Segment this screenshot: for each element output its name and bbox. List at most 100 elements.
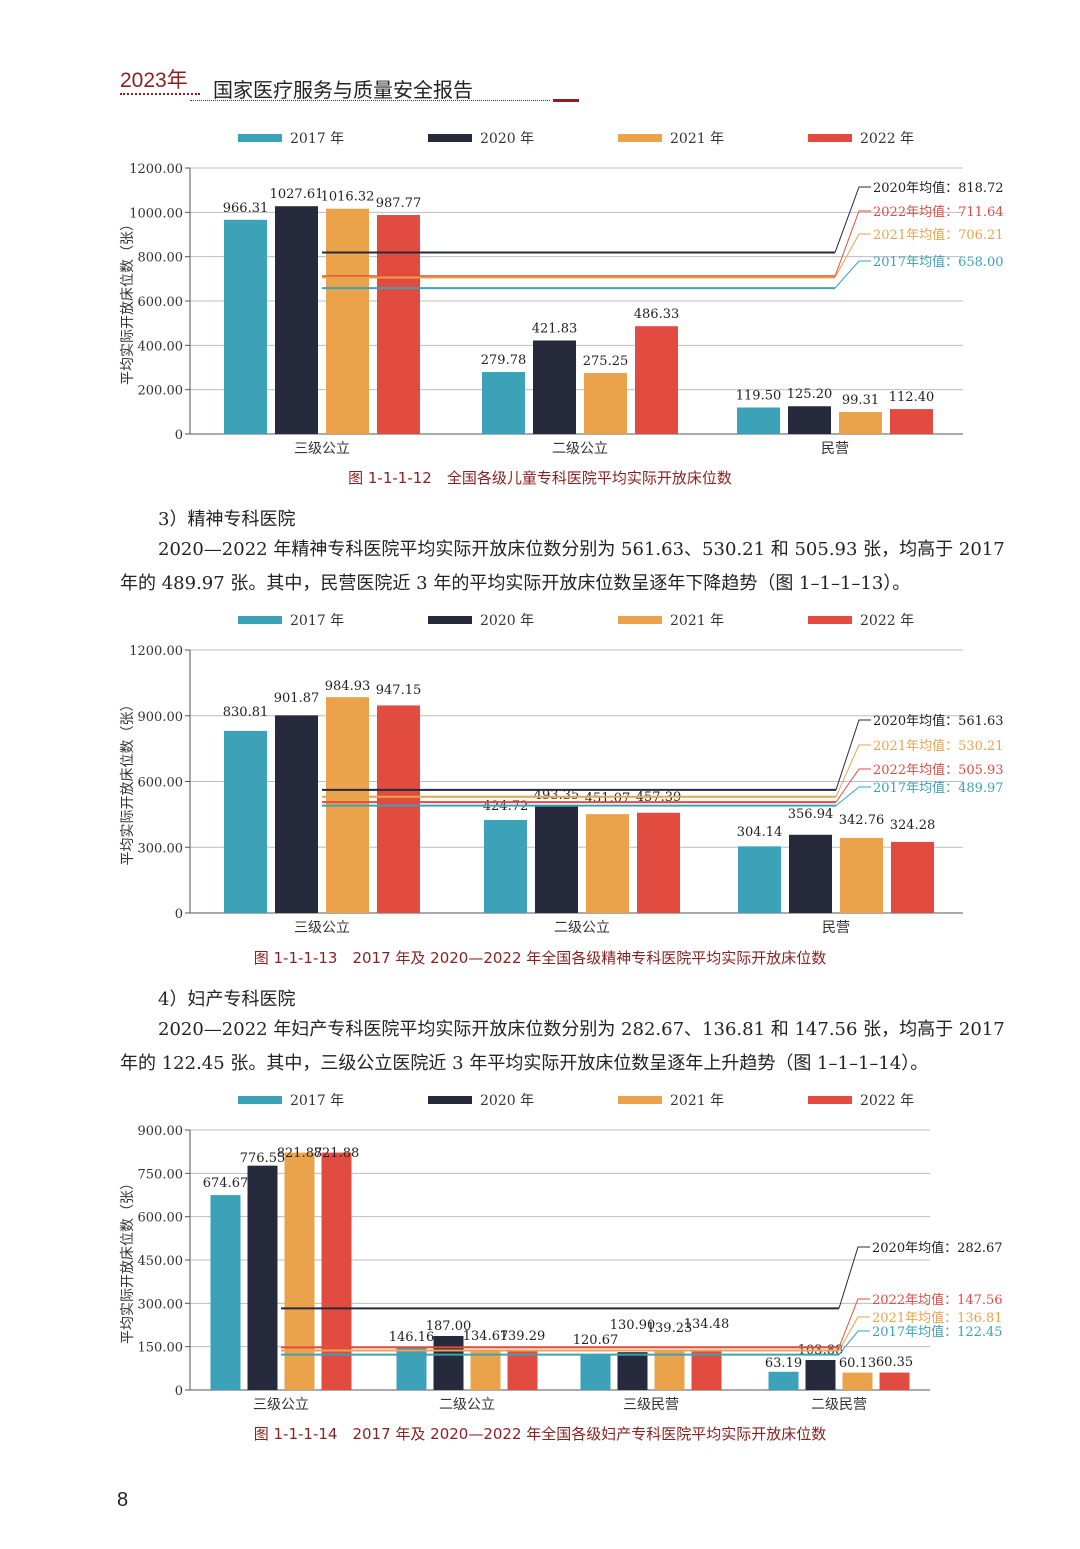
legend-swatch [238,1096,282,1104]
bar [377,705,420,913]
data-label: 112.40 [889,390,935,405]
y-tick-label: 800.00 [138,251,184,266]
average-leader [834,210,871,277]
average-label: 2022年均值：147.56 [872,1292,1003,1308]
legend-swatch [808,1096,852,1104]
data-label: 987.77 [376,196,422,211]
data-label: 304.14 [737,825,783,840]
data-label: 187.00 [426,1319,472,1334]
average-label: 2022年均值：505.93 [873,762,1004,778]
data-label: 99.31 [842,393,879,408]
data-label: 324.28 [890,818,936,833]
bar [635,326,678,434]
bar [891,841,934,913]
data-label: 342.76 [839,813,885,828]
data-label: 60.35 [876,1355,913,1370]
section-heading: 4）妇产专科医院 [158,989,296,1010]
average-leader [838,1298,870,1348]
data-label: 63.19 [765,1356,802,1371]
bar [890,409,933,434]
y-tick-label: 0 [175,907,183,922]
bar [433,1335,464,1390]
data-label: 674.67 [203,1176,249,1191]
average-leader [834,233,871,278]
bar [617,1352,648,1390]
section-paragraph: 2020—2022 年妇产专科医院平均实际开放床位数分别为 282.67、136… [120,1019,1005,1074]
y-tick-label: 0 [175,1384,183,1399]
bar [654,1349,685,1390]
legend-swatch [618,134,662,142]
average-leader [838,1316,870,1351]
legend-swatch [428,134,472,142]
bar [580,1355,611,1390]
figure-caption: 图 1-1-1-12 全国各级儿童专科医院平均实际开放床位数 [348,469,732,487]
y-tick-label: 1000.00 [129,206,183,221]
bar [840,837,883,913]
legend-swatch [428,1096,472,1104]
bar [210,1195,241,1390]
data-label: 984.93 [325,679,371,694]
average-leader [835,786,871,807]
bar [637,812,680,913]
x-tick-label: 民营 [822,920,850,936]
bar [377,215,420,434]
data-label: 146.16 [389,1330,435,1345]
legend-label: 2020 年 [480,131,534,147]
legend-label: 2022 年 [860,131,914,147]
chart-psychiatric-hospital-beds: 2017 年 2020 年 2021 年 2022 年 0 300.00 600.00 900… [0,602,1080,942]
bar [789,834,832,913]
bar [805,1359,836,1390]
average-label: 2021年均值：530.21 [873,738,1004,754]
header-title: 国家医疗服务与质量安全报告 [213,78,473,102]
y-tick-label: 600.00 [138,1211,184,1226]
bar [584,372,627,434]
chart-children-hospital-beds: 2017 年 2020 年 2021 年 2022 年 0 200.00 400.00 600… [0,118,1080,463]
bar [247,1165,278,1390]
bar [275,206,318,434]
average-label: 2022年均值：711.64 [873,204,1004,220]
legend-swatch [238,616,282,624]
data-label: 1016.32 [321,190,375,205]
header-rule [190,100,550,101]
y-tick-label: 200.00 [138,384,184,399]
bar [535,804,578,913]
bar [224,730,267,913]
bar [275,715,318,913]
average-leader [835,744,871,797]
data-label: 60.13 [839,1356,876,1371]
data-label: 356.94 [788,807,834,822]
average-label: 2021年均值：706.21 [873,227,1004,243]
header-year: 2023年 [120,69,188,92]
data-label: 139.23 [647,1321,693,1336]
data-label: 125.20 [787,387,833,402]
x-tick-label: 三级公立 [294,441,350,457]
bar [586,814,629,913]
average-label: 2017年均值：122.45 [872,1324,1003,1340]
x-tick-label: 三级公立 [253,1397,309,1413]
data-label: 275.25 [583,354,629,369]
header-accent-bar [553,99,579,102]
y-tick-label: 750.00 [138,1167,184,1182]
y-tick-label: 600.00 [138,295,184,310]
bar [839,411,882,434]
y-tick-label: 400.00 [138,339,184,354]
y-axis-title: 平均实际开放床位数（张） [120,1176,136,1344]
data-label: 134.48 [684,1317,730,1332]
data-label: 776.55 [240,1151,286,1166]
x-tick-label: 二级民营 [811,1397,867,1413]
legend-swatch [808,616,852,624]
data-label: 120.67 [573,1333,619,1348]
legend-swatch [618,1096,662,1104]
y-tick-label: 1200.00 [129,644,183,659]
chart-svg: 2017 年 2020 年 2021 年 2022 年 0 200.00 400.00 600… [120,131,1004,457]
x-tick-label: 三级民营 [623,1397,679,1413]
average-leader [838,1330,870,1355]
data-label: 966.31 [223,201,269,216]
data-label: 901.87 [274,691,320,706]
section-heading: 3）精神专科医院 [158,509,296,530]
bar [482,371,525,434]
average-label: 2021年均值：136.81 [872,1310,1003,1326]
header-year-underline [120,93,200,95]
bar [484,819,527,913]
y-tick-label: 300.00 [138,1297,184,1312]
